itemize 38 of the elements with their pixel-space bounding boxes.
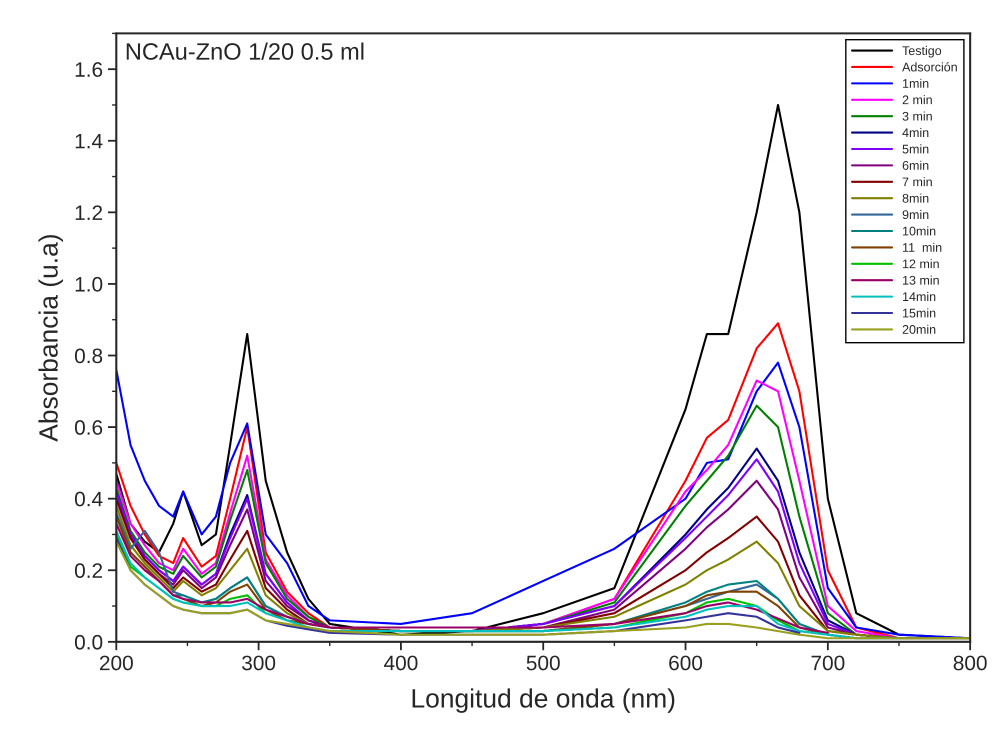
y-tick-label: 0.8: [74, 348, 102, 364]
y-tick-label: 1.6: [76, 62, 102, 77]
y-axis-title: Absorbancia (u.a): [38, 235, 64, 442]
y-tick-label: 0.0: [74, 634, 102, 650]
x-tick-label: 400: [384, 656, 418, 670]
y-tick-label: 1.2: [76, 205, 102, 220]
y-tick-label: 1.4: [76, 134, 102, 148]
legend-label: 3 min: [902, 112, 932, 121]
legend-label: 20min: [902, 324, 936, 334]
x-tick-label: 200: [100, 656, 133, 670]
legend-label: 13 min: [903, 276, 939, 285]
x-tick-label: 800: [954, 656, 987, 670]
legend-label: Testigo: [902, 46, 942, 58]
legend-label: 1min: [903, 78, 928, 88]
y-tick-label: 1.0: [76, 276, 102, 292]
legend-label: 4min: [902, 128, 928, 137]
x-tick-label: 300: [242, 656, 276, 670]
legend-label: 15min: [903, 308, 936, 318]
legend-label: 11 min: [903, 242, 942, 252]
chart-title: NCAu-ZnO 1/20 0.5 ml: [126, 42, 364, 60]
legend-label: 8min: [902, 194, 928, 203]
legend-label: Adsorción: [902, 62, 957, 72]
x-axis-title: Longitud de onda (nm): [412, 688, 674, 713]
legend-label: 14min: [903, 292, 936, 301]
line-series: [116, 540, 970, 640]
x-tick-label: 500: [526, 656, 560, 670]
y-tick-label: 0.4: [74, 492, 102, 506]
x-tick-label: 600: [669, 656, 702, 670]
legend-label: 9min: [902, 210, 928, 220]
x-tick-label: 700: [812, 656, 844, 670]
y-tick-label: 0.6: [74, 420, 102, 435]
legend-label: 5min: [902, 144, 928, 154]
legend-label: 10min: [903, 226, 936, 236]
legend-label: 6min: [902, 160, 928, 170]
legend-label: 2 min: [902, 95, 932, 104]
y-tick-label: 0.2: [74, 563, 102, 578]
legend-label: 7 min: [902, 177, 932, 186]
legend-label: 12 min: [903, 259, 939, 268]
